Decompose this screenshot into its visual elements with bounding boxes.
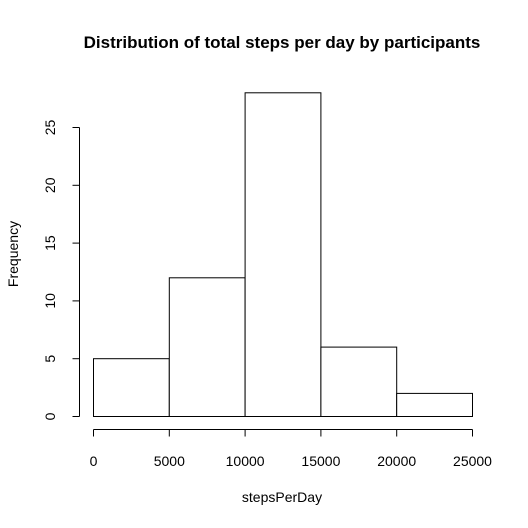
y-tick-label: 10 <box>42 293 58 309</box>
x-tick-label: 5000 <box>154 453 185 469</box>
histogram-bar <box>320 346 398 418</box>
y-tick-label: 20 <box>42 177 58 193</box>
histogram-bar <box>396 392 474 417</box>
histogram-bar <box>244 92 322 418</box>
x-tick-label: 20000 <box>377 453 416 469</box>
y-tick-label: 15 <box>42 235 58 251</box>
y-axis: 0 5 10 15 20 25 <box>42 120 80 420</box>
y-tick-label: 5 <box>42 355 58 363</box>
y-tick-label: 25 <box>42 120 58 136</box>
x-tick-label: 10000 <box>226 453 265 469</box>
x-tick-label: 15000 <box>301 453 340 469</box>
x-tick-label: 25000 <box>453 453 492 469</box>
y-axis-label: Frequency <box>5 221 21 287</box>
x-axis: 0 5000 10000 15000 20000 25000 <box>90 429 492 469</box>
histogram-bar <box>168 277 246 417</box>
chart-title: Distribution of total steps per day by p… <box>84 33 481 52</box>
bars-group <box>93 92 474 418</box>
histogram-bar <box>93 358 170 418</box>
x-axis-label: stepsPerDay <box>242 489 322 505</box>
y-tick-label: 0 <box>42 412 58 420</box>
x-tick-label: 0 <box>90 453 98 469</box>
